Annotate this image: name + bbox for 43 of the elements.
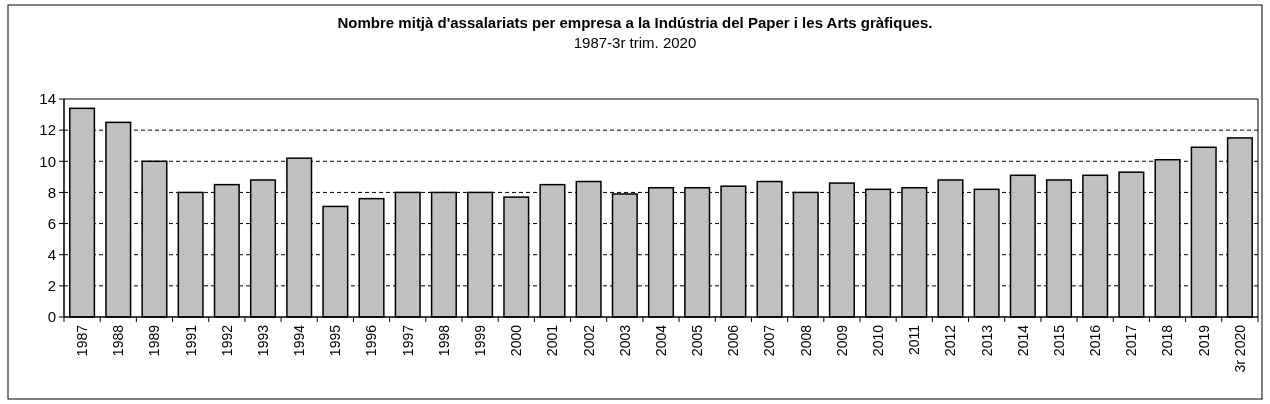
x-tick-label: 2017 [1123, 324, 1140, 357]
x-tick-label: 1996 [363, 324, 380, 357]
x-tick-label: 2002 [580, 324, 597, 357]
chart-subtitle: 1987-3r trim. 2020 [573, 34, 697, 51]
y-tick-label: 2 [47, 277, 56, 295]
x-tick-label: 2008 [797, 324, 814, 357]
x-tick-label: 2010 [869, 324, 886, 357]
x-tick-label: 2012 [942, 324, 959, 357]
x-tick-label: 2011 [906, 324, 923, 356]
x-tick-label: 2019 [1195, 324, 1212, 357]
x-tick-label: 2009 [833, 324, 850, 357]
x-tick-label: 1999 [471, 324, 488, 357]
x-tick-label: 2005 [689, 324, 706, 357]
x-tick-label: 1995 [327, 324, 344, 357]
y-tick-label: 6 [47, 214, 56, 232]
x-tick-label: 2018 [1159, 324, 1176, 357]
y-tick-label: 8 [47, 183, 56, 201]
x-tick-label: 2000 [508, 324, 525, 357]
chart-title: Nombre mitjà d'assalariats per empresa a la Indústria del Paper i les Arts gràfiques. [337, 14, 933, 31]
x-tick-label: 2016 [1087, 324, 1104, 357]
y-tick-label: 4 [47, 245, 56, 263]
x-tick-label: 1989 [146, 324, 163, 357]
x-tick-label: 2007 [761, 324, 778, 357]
x-tick-label: 1988 [110, 324, 127, 357]
x-tick-label: 1998 [435, 324, 452, 357]
x-tick-label: 1987 [73, 324, 90, 357]
y-tick-label: 10 [39, 152, 56, 170]
x-tick-label: 2014 [1014, 324, 1031, 357]
x-tick-label: 2015 [1050, 324, 1067, 357]
x-tick-label: 1991 [182, 324, 199, 357]
x-tick-label: 2013 [978, 324, 995, 357]
x-tick-label: 1993 [254, 324, 271, 357]
y-tick-label: 14 [39, 90, 56, 108]
x-tick-label: 2003 [616, 324, 633, 357]
x-tick-label: 2006 [725, 324, 742, 357]
y-tick-label: 0 [47, 308, 56, 326]
x-tick-label: 2004 [652, 324, 669, 357]
y-tick-label: 12 [39, 121, 56, 139]
x-tick-label: 2001 [544, 324, 561, 357]
x-tick-label: 3r 2020 [1231, 324, 1248, 373]
x-tick-label: 1994 [291, 324, 308, 357]
x-tick-label: 1992 [218, 324, 235, 357]
x-tick-label: 1997 [399, 324, 416, 357]
